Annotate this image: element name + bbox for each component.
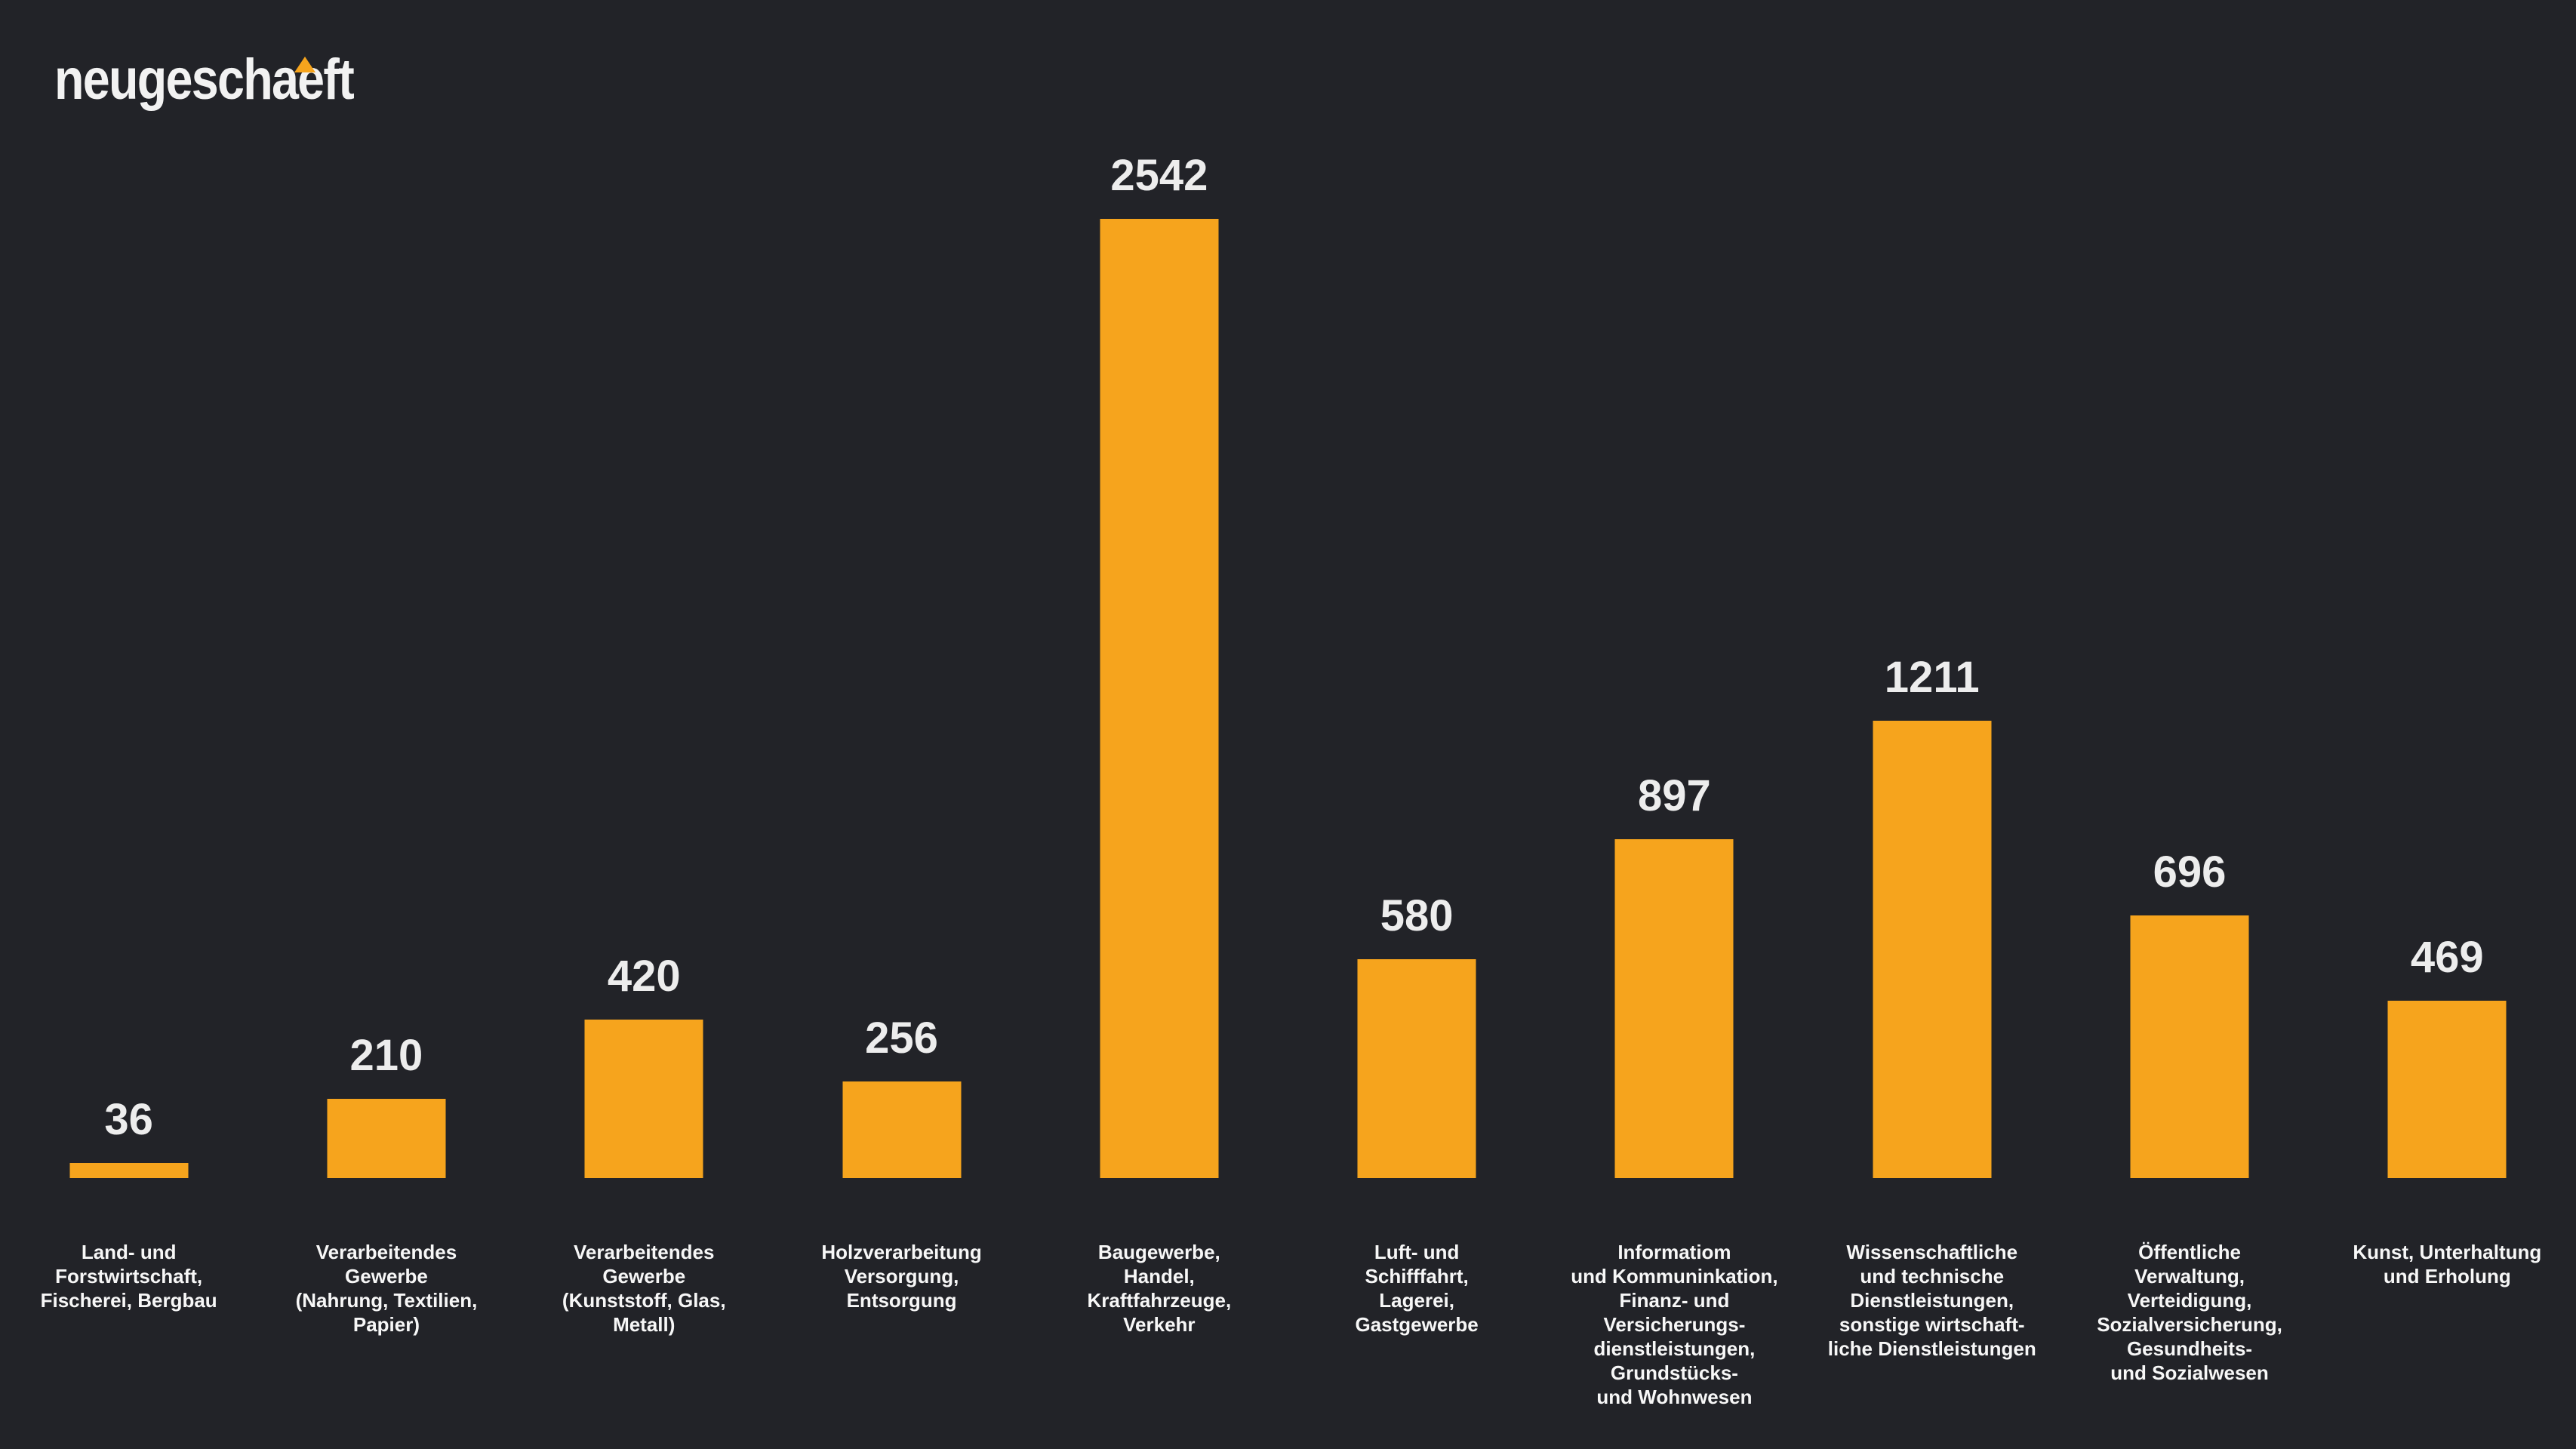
bar-value-label: 696 (2153, 848, 2227, 897)
category-label-line: und Erholung (2383, 1265, 2511, 1287)
logo: neugeschaeft (54, 48, 406, 112)
category-label-line: Versorgung, (844, 1265, 959, 1287)
category-label-line: dienstleistungen, (1593, 1337, 1756, 1360)
category-label: Wissenschaftliche und technische Dienstlei… (1803, 1240, 2060, 1361)
category-label: Kunst, Unterhaltung und Erholung (2319, 1240, 2576, 1288)
chart-column: 897 Informatiom und Kommuninkation, Finanz-… (1546, 0, 1803, 1449)
bar-value-label: 469 (2410, 933, 2484, 982)
category-label-line: Land- und (81, 1241, 177, 1263)
category-label-line: Verarbeitendes (574, 1241, 715, 1263)
category-label: Verarbeitendes Gewerbe (Kunststoff, Glas, M… (516, 1240, 773, 1337)
chart-column: 580 Luft- und Schifffahrt, Lagerei, Gastgewe… (1288, 0, 1545, 1449)
category-label-line: Sozialversicherung, (2097, 1313, 2282, 1336)
category-label-line: Informatiom (1617, 1241, 1731, 1263)
category-label-line: Metall) (613, 1313, 676, 1336)
category-label-line: Kraftfahrzeuge, (1087, 1289, 1232, 1312)
chart-column: 696 Öffentliche Verwaltung, Verteidigung, So… (2060, 0, 2318, 1449)
category-label-line: Baugewerbe, (1097, 1241, 1220, 1263)
category-label-line: Holzverarbeitung (821, 1241, 982, 1263)
bar (842, 1081, 962, 1178)
bar (327, 1099, 446, 1178)
category-label: Informatiom und Kommuninkation, Finanz- un… (1546, 1240, 1803, 1409)
bar (1873, 721, 1992, 1178)
category-label-line: Öffentliche (2138, 1241, 2241, 1263)
category-label-line: Luft- und (1374, 1241, 1460, 1263)
category-label-line: Gastgewerbe (1355, 1313, 1479, 1336)
category-label-line: liche Dienstleistungen (1827, 1337, 2036, 1360)
category-label-line: Verwaltung, (2134, 1265, 2245, 1287)
category-label-line: Verarbeitendes (315, 1241, 457, 1263)
category-label-line: Schifffahrt, (1365, 1265, 1469, 1287)
bar (584, 1020, 703, 1178)
chart-column: 256 Holzverarbeitung Versorgung, Entsorgung (773, 0, 1030, 1449)
bar-value-label: 2542 (1110, 151, 1208, 200)
category-label-line: Fischerei, Bergbau (40, 1289, 217, 1312)
bar-value-label: 256 (865, 1014, 938, 1063)
category-label-line: (Nahrung, Textilien, (295, 1289, 478, 1312)
bar (2130, 915, 2249, 1178)
category-label-line: Versicherungs- (1603, 1313, 1746, 1336)
category-label-line: Gewerbe (345, 1265, 428, 1287)
bar-value-label: 210 (349, 1031, 423, 1080)
category-label: Land- und Forstwirtschaft, Fischerei, Berg… (0, 1240, 257, 1312)
category-label-line: (Kunststoff, Glas, (562, 1289, 726, 1312)
bar-value-label: 897 (1638, 771, 1711, 820)
category-label-line: Dienstleistungen, (1850, 1289, 2014, 1312)
category-label-line: Verkehr (1123, 1313, 1196, 1336)
category-label: Baugewerbe, Handel, Kraftfahrzeuge, Verkehr (1030, 1240, 1288, 1337)
chart-column: 210 Verarbeitendes Gewerbe (Nahrung, Textil… (257, 0, 515, 1449)
category-label-line: Kunst, Unterhaltung (2353, 1241, 2542, 1263)
category-label-line: und technische (1860, 1265, 2005, 1287)
category-label-line: Gesundheits- (2126, 1337, 2253, 1360)
category-label-line: Lagerei, (1379, 1289, 1454, 1312)
bar (2387, 1001, 2507, 1178)
category-label-line: sonstige wirtschaft- (1839, 1313, 2025, 1336)
chart-column: 1211 Wissenschaftliche und technische Diens… (1803, 0, 2060, 1449)
category-label-line: Grundstücks- (1610, 1361, 1738, 1384)
chart-column: 36 Land- und Forstwirtschaft, Fischerei, Be… (0, 0, 257, 1449)
category-label-line: und Wohnwesen (1596, 1386, 1753, 1408)
logo-triangle-icon (294, 57, 315, 72)
category-label-line: Forstwirtschaft, (55, 1265, 203, 1287)
category-label: Verarbeitendes Gewerbe (Nahrung, Textilien… (257, 1240, 515, 1337)
category-label-line: Verteidigung, (2127, 1289, 2252, 1312)
bar-value-label: 36 (104, 1095, 153, 1144)
category-label-line: Handel, (1123, 1265, 1195, 1287)
bar-value-label: 420 (607, 952, 681, 1001)
category-label-line: und Kommuninkation, (1571, 1265, 1778, 1287)
category-label-line: und Sozialwesen (2110, 1361, 2269, 1384)
chart-column: 2542 Baugewerbe, Handel, Kraftfahrzeuge, Ver… (1030, 0, 1288, 1449)
bar-value-label: 580 (1380, 891, 1454, 940)
bar (1100, 219, 1219, 1178)
bar (69, 1163, 189, 1178)
category-label-line: Wissenschaftliche (1846, 1241, 2018, 1263)
category-label: Luft- und Schifffahrt, Lagerei, Gastgewerbe (1288, 1240, 1545, 1337)
bar-value-label: 1211 (1884, 653, 1980, 702)
category-label: Öffentliche Verwaltung, Verteidigung, Sozia… (2060, 1240, 2318, 1385)
category-label: Holzverarbeitung Versorgung, Entsorgung (773, 1240, 1030, 1312)
category-label-line: Gewerbe (602, 1265, 686, 1287)
category-label-line: Finanz- und (1619, 1289, 1730, 1312)
bar (1357, 959, 1476, 1178)
category-label-line: Papier) (352, 1313, 420, 1336)
chart-column: 420 Verarbeitendes Gewerbe (Kunststoff, Gla… (516, 0, 773, 1449)
bar (1614, 839, 1734, 1178)
chart-column: 469 Kunst, Unterhaltung und Erholung (2319, 0, 2576, 1449)
category-label-line: Entsorgung (846, 1289, 957, 1312)
